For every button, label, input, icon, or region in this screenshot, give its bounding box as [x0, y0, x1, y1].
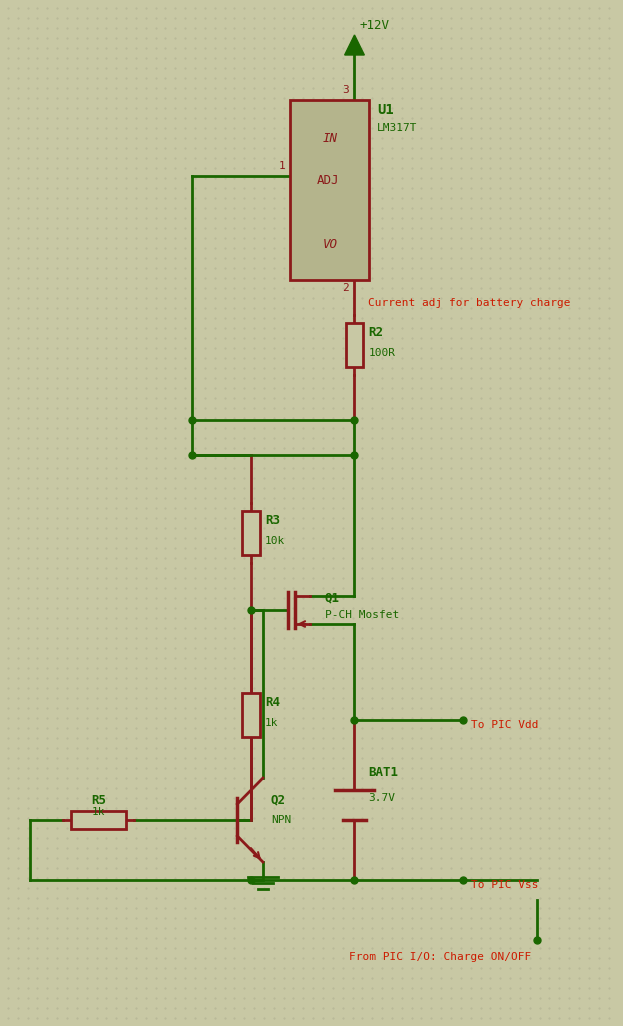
Bar: [290, 100, 369, 280]
Text: To PIC Vss: To PIC Vss: [471, 880, 538, 890]
Text: 1: 1: [279, 161, 285, 170]
Text: From PIC I/O: Charge ON/OFF: From PIC I/O: Charge ON/OFF: [350, 952, 532, 962]
Bar: [346, 323, 363, 367]
Text: 3: 3: [342, 85, 349, 95]
Text: To PIC Vdd: To PIC Vdd: [471, 720, 538, 731]
Text: R5: R5: [91, 793, 106, 806]
Text: NPN: NPN: [271, 815, 291, 825]
Text: IN: IN: [322, 131, 338, 145]
Bar: [71, 811, 126, 829]
Bar: [242, 693, 260, 737]
Text: 1k: 1k: [92, 807, 105, 817]
Text: VO: VO: [322, 238, 338, 251]
Text: 3.7V: 3.7V: [368, 793, 395, 803]
Text: BAT1: BAT1: [368, 765, 398, 779]
Bar: [242, 511, 260, 554]
Polygon shape: [345, 35, 364, 55]
Text: U1: U1: [377, 103, 394, 117]
Text: R2: R2: [368, 326, 383, 340]
Text: R4: R4: [265, 697, 280, 710]
Text: 1k: 1k: [265, 718, 278, 728]
Text: ADJ: ADJ: [316, 174, 339, 187]
Text: P-CH Mosfet: P-CH Mosfet: [325, 610, 399, 620]
Text: +12V: +12V: [359, 19, 389, 32]
Text: 100R: 100R: [368, 348, 395, 358]
Text: 2: 2: [342, 283, 349, 293]
Text: 10k: 10k: [265, 536, 285, 546]
Text: R3: R3: [265, 514, 280, 527]
Text: Q1: Q1: [325, 592, 340, 604]
Text: Q2: Q2: [271, 793, 286, 806]
Text: LM317T: LM317T: [377, 123, 417, 133]
Text: Current adj for battery charge: Current adj for battery charge: [368, 298, 571, 308]
